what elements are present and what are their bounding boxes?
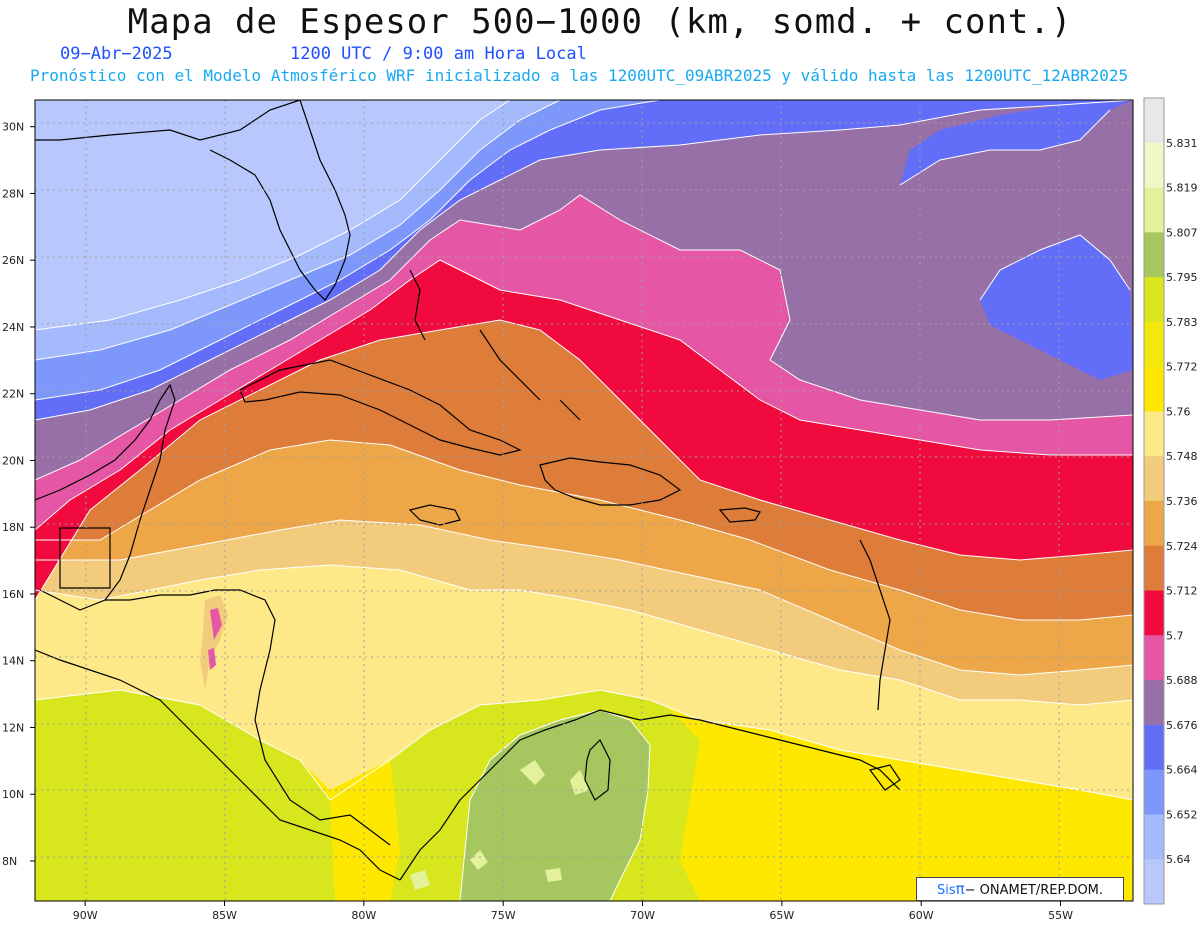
colorbar-label: 5.724	[1166, 540, 1198, 553]
colorbar-segment	[1144, 769, 1164, 815]
credit-pi: π	[955, 880, 965, 898]
credit-prefix: Sis	[936, 883, 956, 898]
colorbar: 5.831 5.819 5.807 5.795 5.783 5.772 5.76 5.748 5…	[1143, 97, 1198, 905]
colorbar-segment	[1144, 456, 1164, 502]
colorbar-segment	[1144, 321, 1164, 368]
colorbar-label: 5.736	[1166, 495, 1198, 508]
colorbar-segment	[1144, 98, 1164, 144]
lat-tick-label: 16N	[2, 588, 24, 601]
credit-suffix: − ONAMET/REP.DOM.	[964, 883, 1104, 898]
colorbar-segment	[1144, 635, 1164, 681]
colorbar-segment	[1144, 545, 1164, 592]
colorbar-label: 5.76	[1166, 405, 1191, 418]
colorbar-segment	[1144, 814, 1164, 860]
lat-tick-label: 10N	[2, 788, 24, 801]
colorbar-label: 5.831	[1166, 137, 1198, 150]
colorbar-segment	[1144, 501, 1164, 547]
date-label: 09−Abr−2025	[60, 44, 173, 64]
lat-tick-label: 24N	[2, 321, 24, 334]
colorbar-segment	[1144, 724, 1164, 771]
lon-tick-label: 65W	[769, 909, 794, 922]
colorbar-segment	[1144, 590, 1164, 636]
lat-tick-label: 28N	[2, 187, 24, 200]
lat-tick-label: 18N	[2, 521, 24, 534]
lon-tick-label: 55W	[1048, 909, 1073, 922]
coastlines	[35, 100, 901, 881]
lat-tick-label: 20N	[2, 454, 24, 467]
credit-box: Sisπ− ONAMET/REP.DOM.	[916, 877, 1124, 901]
lon-tick-label: 80W	[351, 909, 376, 922]
lon-tick-label: 70W	[630, 909, 655, 922]
colorbar-segment	[1144, 859, 1164, 905]
lat-tick-label: 14N	[2, 655, 24, 668]
colorbar-label: 5.64	[1166, 853, 1191, 866]
plot-frame	[34, 99, 1134, 902]
lat-tick-label: 30N	[2, 121, 24, 134]
lat-tick-label: 22N	[2, 388, 24, 401]
colorbar-segment	[1144, 277, 1164, 323]
colorbar-label: 5.748	[1166, 450, 1198, 463]
lon-tick-label: 85W	[212, 909, 237, 922]
lon-tick-label: 75W	[491, 909, 516, 922]
colorbar-frame	[1143, 97, 1165, 905]
longitude-ticks: 90W 85W 80W 75W 70W 65W 60W 55W	[73, 901, 1073, 922]
lat-tick-label: 8N	[2, 855, 17, 868]
colorbar-label: 5.652	[1166, 808, 1198, 821]
lat-tick-label: 26N	[2, 254, 24, 267]
colorbar-label: 5.712	[1166, 585, 1198, 598]
colorbar-label: 5.7	[1166, 629, 1184, 642]
map-title: Mapa de Espesor 500−1000 (km, somd. + co…	[127, 2, 1073, 42]
gridlines	[35, 100, 1133, 901]
lon-tick-label: 90W	[73, 909, 98, 922]
time-label: 1200 UTC / 9:00 am Hora Local	[290, 44, 587, 64]
colorbar-segment	[1144, 187, 1164, 233]
forecast-info: Pronóstico con el Modelo Atmosférico WRF…	[30, 66, 1129, 85]
colorbar-label: 5.772	[1166, 361, 1198, 374]
colorbar-label: 5.807	[1166, 226, 1198, 239]
latitude-ticks: 30N 28N 26N 24N 22N 20N 18N 16N 14N 12N 10N 8N	[2, 121, 35, 868]
colorbar-segment	[1144, 411, 1164, 457]
thickness-fill	[35, 100, 1133, 901]
colorbar-segment	[1144, 232, 1164, 278]
colorbar-segment	[1144, 366, 1164, 412]
colorbar-segment	[1144, 142, 1164, 189]
colorbar-label: 5.819	[1166, 182, 1198, 195]
colorbar-label: 5.688	[1166, 674, 1198, 687]
colorbar-label: 5.783	[1166, 316, 1198, 329]
colorbar-label: 5.676	[1166, 719, 1198, 732]
colorbar-label: 5.664	[1166, 764, 1198, 777]
colorbar-label: 5.795	[1166, 271, 1198, 284]
colorbar-segment	[1144, 680, 1164, 726]
lon-tick-label: 60W	[909, 909, 934, 922]
lat-tick-label: 12N	[2, 721, 24, 734]
